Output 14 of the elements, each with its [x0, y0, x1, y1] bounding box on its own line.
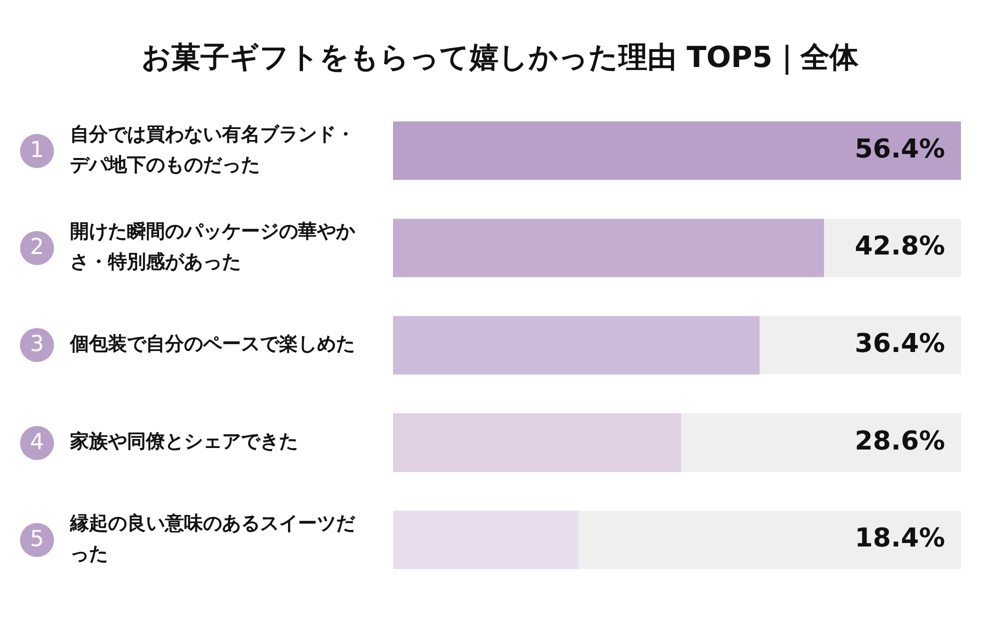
y-tick-label: 家族や同僚とシェアできた	[69, 430, 298, 453]
chart-title: お菓子ギフトをもらって嬉しかった理由 TOP5｜全体	[140, 39, 860, 77]
circle-badge: 3	[20, 328, 54, 362]
circle-badge: 1	[20, 134, 54, 168]
y-tick-label: 自分では買わない有名ブランド・デパ地下のものだった	[70, 123, 355, 176]
data-label: 42.8%	[854, 232, 945, 262]
circle-badge: 4	[20, 426, 54, 460]
circle-badge: 2	[20, 230, 54, 265]
y-tick-label: 開けた瞬間のパッケージの華やかさ・特別感があった	[70, 220, 356, 274]
data-label: 28.6%	[854, 426, 945, 456]
data-label: 18.4%	[854, 524, 945, 554]
circle-badge: 5	[20, 522, 54, 557]
data-label: 36.4%	[854, 329, 945, 360]
data-label: 56.4%	[854, 134, 945, 164]
